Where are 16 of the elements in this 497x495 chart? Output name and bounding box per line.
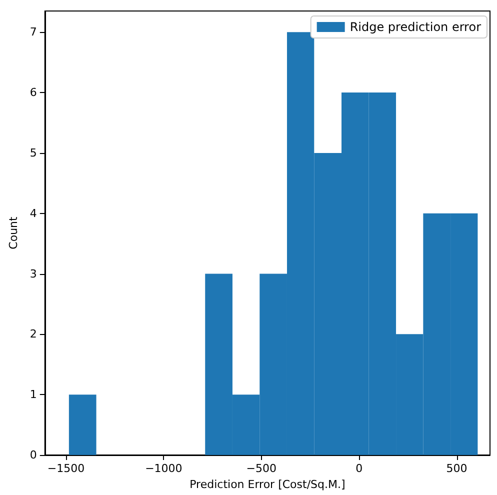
y-tick-label: 3 (30, 267, 37, 280)
x-tick-label: 500 (446, 462, 468, 475)
y-tick-label: 2 (30, 328, 37, 341)
y-tick-label: 6 (30, 86, 37, 100)
x-axis-title: Prediction Error [Cost/Sq.M.] (190, 478, 346, 491)
y-tick-label: 0 (30, 448, 37, 462)
x-tick-label: 0 (356, 462, 363, 475)
y-tick-label: 7 (30, 26, 37, 39)
x-tick-label: −1000 (145, 462, 182, 475)
y-tick-label: 1 (30, 388, 37, 402)
legend-label: Ridge prediction error (350, 20, 482, 34)
y-tick-label: 4 (30, 206, 37, 220)
x-tick-label: −500 (246, 462, 276, 475)
x-tick-label: −1500 (47, 462, 85, 475)
y-axis-title: Count (7, 216, 20, 250)
y-tick-label: 5 (30, 146, 37, 160)
